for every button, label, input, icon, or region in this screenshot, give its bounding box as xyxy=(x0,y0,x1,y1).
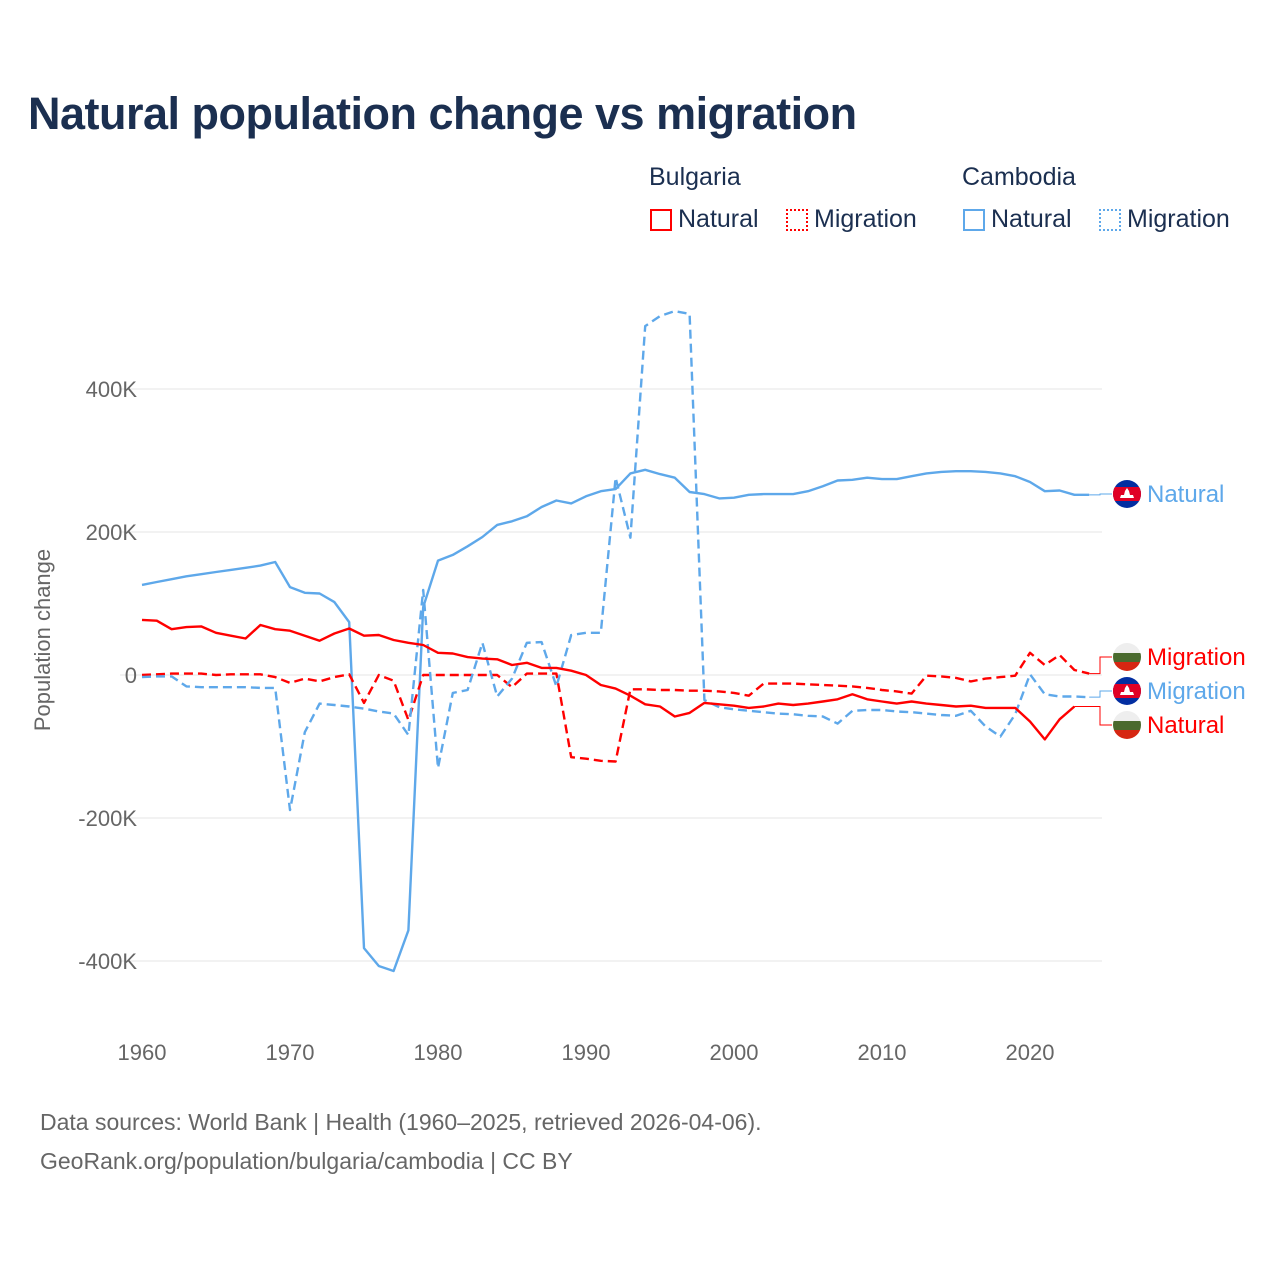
cambodia-flag-icon xyxy=(1113,677,1141,705)
x-tick-label: 1980 xyxy=(414,1040,463,1065)
x-tick-label: 1960 xyxy=(118,1040,167,1065)
y-tick-label: -200K xyxy=(78,806,137,831)
legend-bulgaria-natural[interactable]: Natural xyxy=(650,205,759,234)
y-tick-label: -400K xyxy=(78,949,137,974)
legend-bulgaria-migration[interactable]: Migration xyxy=(786,205,917,234)
series-line-cambodia-migration xyxy=(141,309,1090,812)
legend-swatch-solid xyxy=(963,208,985,231)
y-tick-label: 0 xyxy=(125,663,137,688)
end-label-bulgaria-migration: Migration xyxy=(1147,644,1246,671)
end-label-leader xyxy=(1074,705,1112,726)
legend-label: Natural xyxy=(991,205,1072,233)
legend-cambodia-natural[interactable]: Natural xyxy=(963,205,1072,234)
end-label-leader xyxy=(1089,493,1112,496)
legend-swatch-dotted xyxy=(786,208,808,231)
series-line-cambodia-natural xyxy=(141,468,1090,973)
y-tick-label: 400K xyxy=(86,377,138,402)
legend-label: Natural xyxy=(678,205,759,233)
end-label-bulgaria-natural: Natural xyxy=(1147,712,1224,739)
legend-group-bulgaria: Bulgaria xyxy=(649,163,741,191)
legend-swatch-dotted xyxy=(1099,208,1121,231)
y-axis-label: Population change xyxy=(30,549,55,731)
x-tick-label: 2010 xyxy=(858,1040,907,1065)
x-tick-label: 1990 xyxy=(562,1040,611,1065)
end-label-cambodia-migration: Migration xyxy=(1147,678,1246,705)
series-line-bulgaria-migration xyxy=(141,651,1090,763)
bulgaria-flag-icon xyxy=(1113,643,1141,671)
x-tick-label: 1970 xyxy=(266,1040,315,1065)
chart-title: Natural population change vs migration xyxy=(28,88,857,139)
legend-label: Migration xyxy=(1127,205,1230,233)
legend-swatch-solid xyxy=(650,208,672,231)
y-tick-label: 200K xyxy=(86,520,138,545)
cambodia-flag-icon xyxy=(1113,480,1141,508)
end-label-leader xyxy=(1089,690,1112,698)
legend-label: Migration xyxy=(814,205,917,233)
bulgaria-flag-icon xyxy=(1113,711,1141,739)
x-tick-label: 2020 xyxy=(1006,1040,1055,1065)
end-label-leader xyxy=(1089,656,1112,675)
legend-cambodia-migration[interactable]: Migration xyxy=(1099,205,1230,234)
footer-source: Data sources: World Bank | Health (1960–… xyxy=(40,1109,762,1135)
x-tick-label: 2000 xyxy=(710,1040,759,1065)
series-line-bulgaria-natural xyxy=(141,618,1076,741)
footer-link[interactable]: GeoRank.org/population/bulgaria/cambodia… xyxy=(40,1148,573,1174)
legend-group-cambodia: Cambodia xyxy=(962,163,1076,191)
end-label-cambodia-natural: Natural xyxy=(1147,481,1224,508)
